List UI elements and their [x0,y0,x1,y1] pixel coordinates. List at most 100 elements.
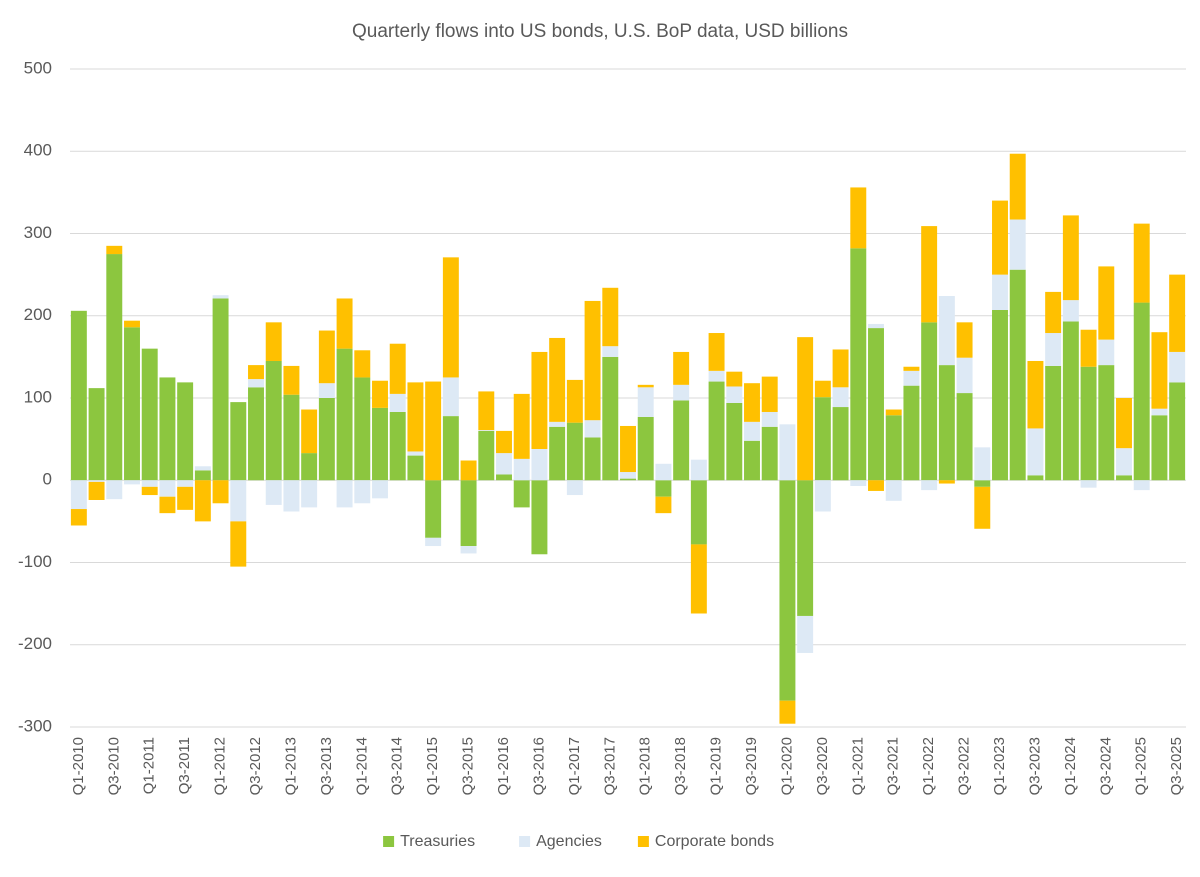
bar-segment [1027,428,1044,476]
bar-segment [407,451,424,456]
bar-segment [88,388,105,481]
bar-segment [708,381,725,481]
bar-segment [336,480,353,508]
bar-segment [620,425,636,473]
bar-segment [442,377,459,417]
bar-segment [425,381,442,481]
bar-segment [602,346,619,357]
x-tick-label: Q1-2011 [141,737,158,794]
bar-segment [602,287,619,347]
bar-segment [744,440,760,481]
bar-segment [566,480,583,496]
bar-segment [336,298,353,349]
bar-segment [584,437,601,481]
bar-segment [265,360,282,481]
bar-segment [478,430,495,431]
x-tick-label: Q3-2021 [885,737,902,795]
bar-segment [832,349,849,388]
x-tick-label: Q3-2019 [743,737,760,795]
bar-segment [194,470,211,481]
bar-segment [194,466,211,471]
bar-segment [673,400,690,481]
x-tick-label: Q1-2020 [778,737,795,795]
bar-segment [141,480,158,487]
bar-segment [868,323,884,329]
bar-segment [779,700,796,724]
bar-segment [513,458,530,481]
bar-segment [354,377,371,481]
bar-segment [620,472,636,479]
bar-segment [1027,360,1044,429]
legend-swatch [519,836,531,847]
bar-segment [301,409,318,454]
x-tick-label: Q3-2012 [247,737,264,795]
bar-segment [1062,300,1079,322]
bar-segment [531,448,548,481]
x-tick-label: Q3-2011 [176,737,193,794]
y-tick-label: -100 [18,552,52,571]
bar-segment [177,486,194,510]
y-tick-label: 0 [43,470,52,489]
bar-segment [885,415,902,481]
bar-segment [248,365,264,380]
x-tick-label: Q1-2021 [849,737,866,795]
bar-segment [442,257,459,378]
bar-segment [372,380,388,408]
bar-segment [124,327,140,481]
bar-segment [726,386,743,403]
y-tick-label: 400 [24,141,52,160]
bar-segment [372,407,388,481]
bar-segment [992,309,1008,481]
bar-segment [850,248,867,481]
bar-segment [655,480,672,497]
bar-segment [1169,274,1186,352]
bar-segment [956,322,973,358]
bar-segment [389,393,406,412]
bar-segment [761,411,778,427]
bar-segment [850,480,867,487]
y-tick-label: -200 [18,634,52,653]
bar-segment [318,398,335,481]
bar-segment [584,300,601,421]
bar-segment [1080,480,1097,488]
x-tick-label: Q1-2010 [70,737,87,795]
bar-segment [921,322,938,481]
bar-segment [655,496,672,514]
bar-segment [1045,333,1062,366]
bar-segment [407,455,424,481]
bar-segment [106,480,123,500]
bar-segment [159,480,176,497]
bar-segment [708,333,725,371]
bar-segment [248,379,264,388]
bar-segment [159,377,176,481]
bar-segment [230,402,247,481]
bar-segment [779,480,796,701]
bar-segment [673,384,690,401]
bar-segment [620,478,636,481]
bar-segment [566,379,583,423]
bar-segment [1009,219,1026,270]
bar-segment [1009,153,1026,220]
bar-segment [389,343,406,394]
bar-segment [106,254,123,481]
bar-segment [992,274,1008,310]
y-tick-label: 300 [24,223,52,242]
bar-segment [1116,398,1132,449]
bar-segment [761,376,778,412]
bar-segment [1045,365,1062,481]
x-tick-label: Q3-2025 [1168,737,1185,795]
x-tick-label: Q1-2025 [1133,737,1150,795]
bar-segment [868,480,884,491]
bar-segment [1116,475,1132,481]
bar-segment [389,411,406,481]
x-tick-label: Q3-2014 [389,737,406,795]
bar-segment [194,480,211,522]
bar-segment [903,370,920,386]
bar-segment [655,463,672,481]
bar-segment [1009,269,1026,481]
bar-segment [318,383,335,398]
bar-segment [1169,351,1186,383]
bar-segment [744,421,760,441]
bar-segment [814,397,831,481]
bar-segment [1151,332,1168,409]
